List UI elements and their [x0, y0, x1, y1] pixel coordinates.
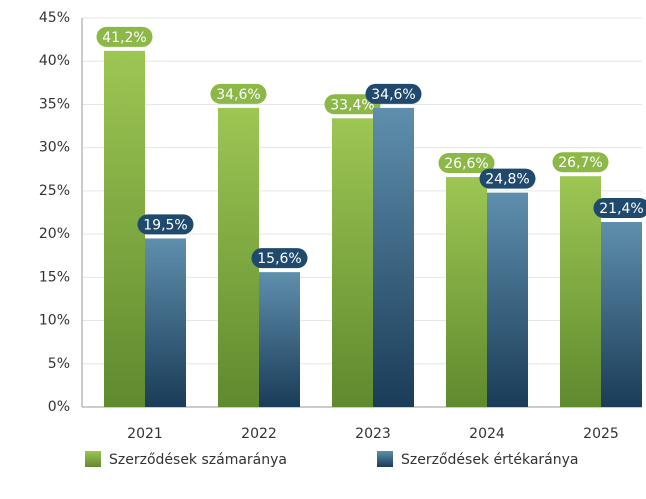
value-label: 19,5%: [143, 217, 187, 233]
bar: [601, 222, 642, 407]
y-tick-label: 10%: [39, 313, 70, 329]
legend-swatch: [85, 451, 101, 467]
y-tick-label: 25%: [39, 183, 70, 199]
y-tick-label: 5%: [48, 356, 70, 372]
value-label-bg: [365, 83, 422, 104]
value-label: 24,8%: [485, 172, 529, 188]
y-tick-label: 20%: [39, 226, 70, 242]
x-tick-label: 2025: [583, 426, 619, 442]
value-label-bg: [210, 83, 267, 104]
bar: [259, 272, 300, 407]
value-label-bg: [438, 153, 495, 174]
value-label-bg: [251, 248, 308, 269]
value-label-bg: [479, 168, 536, 189]
bar: [332, 118, 373, 407]
legend-label: Szerződések értékaránya: [401, 452, 578, 468]
value-label-bg: [96, 26, 153, 47]
bar: [560, 176, 601, 407]
bar: [487, 192, 528, 407]
x-tick-label: 2024: [469, 426, 505, 442]
y-tick-label: 35%: [39, 96, 70, 112]
y-tick-label: 0%: [48, 399, 70, 415]
x-tick-label: 2022: [241, 426, 277, 442]
value-label: 34,6%: [216, 87, 260, 103]
y-tick-label: 15%: [39, 269, 70, 285]
x-tick-label: 2023: [355, 426, 391, 442]
value-label: 34,6%: [371, 87, 415, 103]
bar: [145, 238, 186, 407]
value-label-bg: [324, 94, 381, 115]
value-label-bg: [593, 198, 646, 219]
y-tick-label: 40%: [39, 53, 70, 69]
value-label: 33,4%: [330, 97, 374, 113]
y-tick-label: 30%: [39, 140, 70, 156]
bar: [446, 177, 487, 407]
y-tick-label: 45%: [39, 10, 70, 26]
value-label-bg: [137, 214, 194, 235]
value-label: 26,6%: [444, 156, 488, 172]
value-label: 26,7%: [558, 155, 602, 171]
x-tick-label: 2021: [127, 426, 163, 442]
value-label-bg: [552, 152, 609, 173]
bar: [373, 107, 414, 407]
bar: [104, 50, 145, 408]
value-label: 15,6%: [257, 251, 301, 267]
legend-swatch: [377, 451, 393, 467]
value-label: 41,2%: [102, 30, 146, 46]
legend-label: Szerződések számaránya: [109, 452, 287, 468]
value-label: 21,4%: [599, 201, 643, 217]
